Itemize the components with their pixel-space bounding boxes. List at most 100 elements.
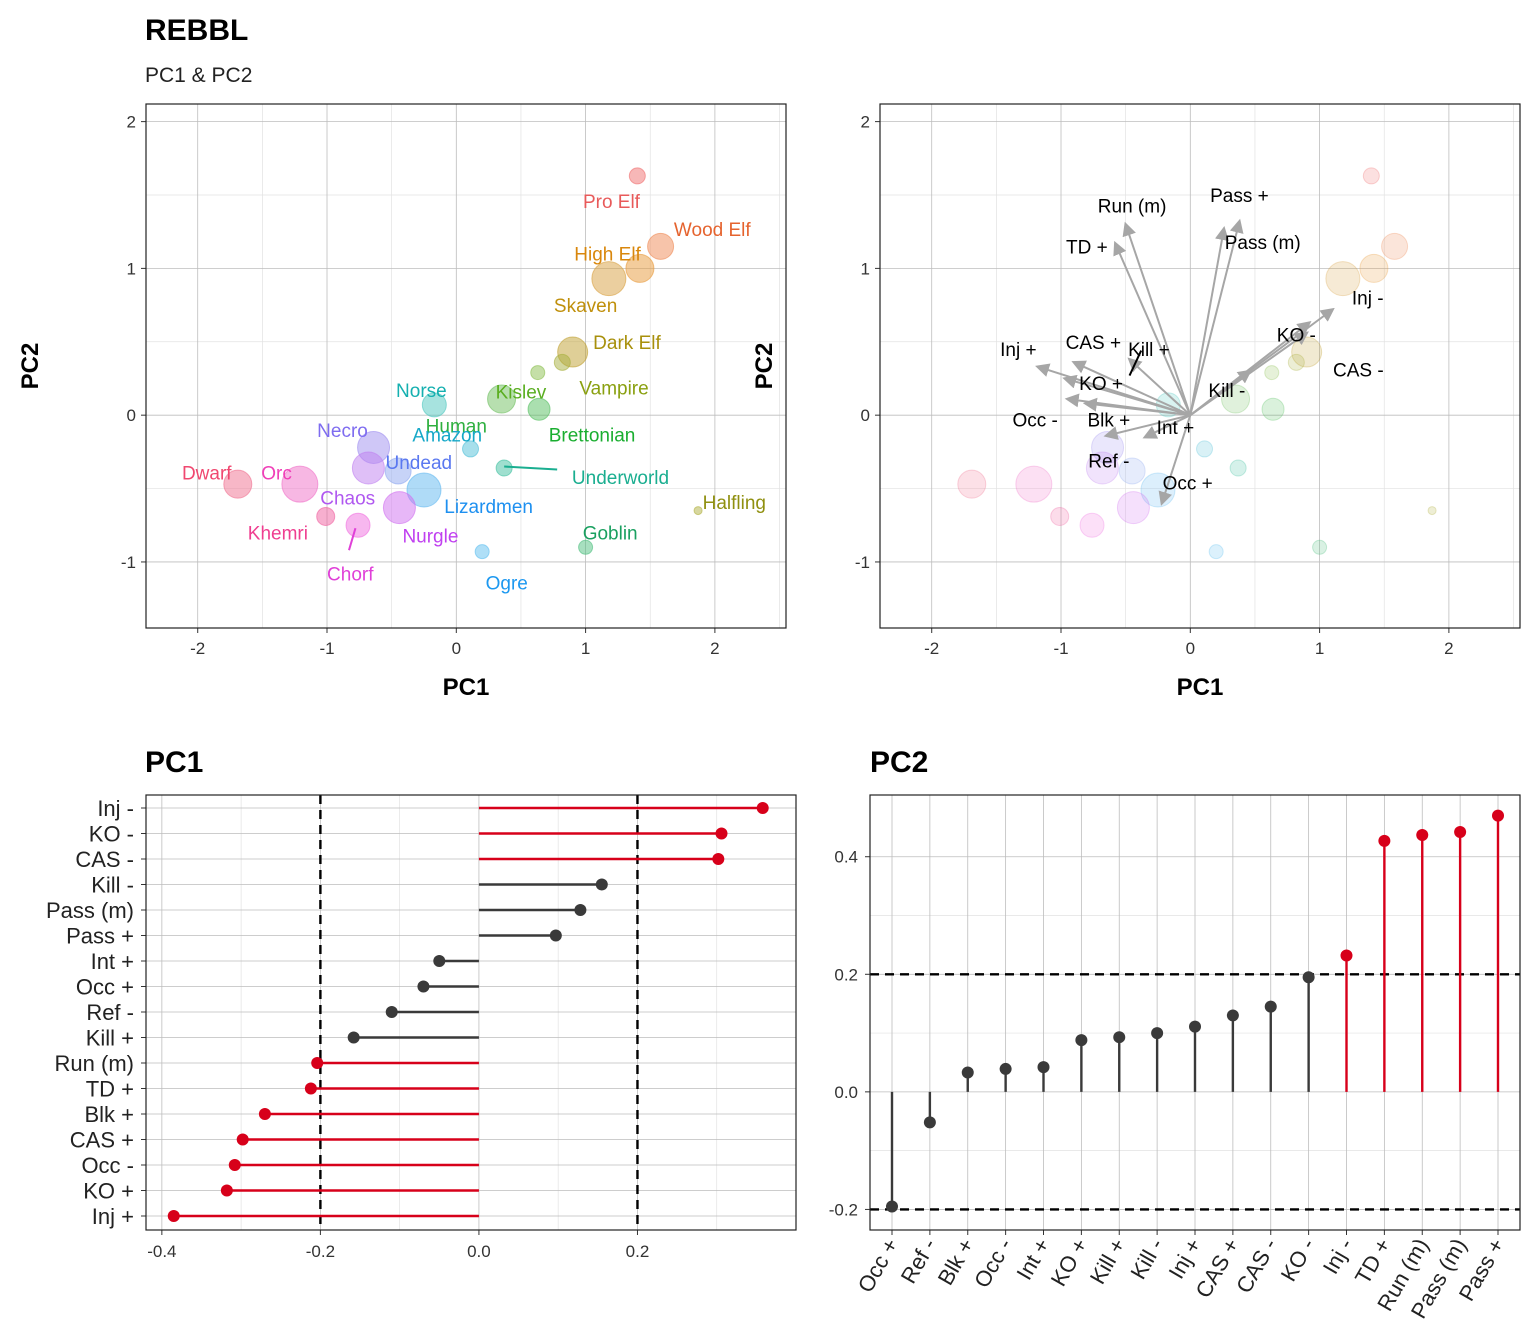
label-nurgle: Nurgle (402, 527, 458, 548)
point-chaos (351, 451, 385, 485)
p2-y-tick-label: 2 (861, 113, 870, 132)
pc1-dot-blk (258, 1108, 271, 1120)
vector-kill (1189, 369, 1253, 416)
point-skaven (591, 261, 627, 297)
pc2-y-tick-label: 0.4 (834, 848, 858, 867)
pc1-y-tick-label: KO + (83, 1179, 134, 1204)
pc2-dot-kill (1113, 1031, 1126, 1044)
point-high-elf (625, 253, 655, 283)
pc2-dot-run-m (1416, 828, 1429, 841)
pc2-dot-inj (1189, 1020, 1201, 1033)
faded-point-underworld (1229, 459, 1247, 477)
pc1-dot-ko (220, 1184, 233, 1197)
pc1-dot-occ (417, 980, 430, 993)
pc2-x-tick-label: Kill - (1125, 1234, 1168, 1284)
p1-x-tick-label: 2 (710, 639, 719, 658)
faded-point-khemri (1050, 506, 1070, 526)
pc2-y-tick-label: 0.2 (834, 965, 858, 984)
label-high-elf: High Elf (574, 245, 641, 266)
pc2-x-tick-label: KO + (1046, 1234, 1093, 1290)
vector-pass (1189, 218, 1244, 416)
pc1-x-tick-label: 0.0 (467, 1242, 491, 1261)
pc1-dot-run-m (311, 1057, 324, 1069)
vector-pass-m (1189, 226, 1229, 416)
pc1-x-tick-label: 0.2 (626, 1242, 650, 1261)
vector-label-ko: KO - (1277, 325, 1316, 346)
point-goblin (578, 539, 594, 555)
faded-point-brettonian (1261, 397, 1285, 421)
label-ogre: Ogre (486, 573, 528, 594)
scores-plot: -2 -1 0 1 2 -1 0 1 2 PC1 PC2 Pro Elf Wood Elf High El… (17, 103, 787, 701)
pc2-x-tick-label: Occ + (853, 1234, 904, 1297)
pc2-dot-cas (1226, 1009, 1239, 1022)
faded-point-skaven (1325, 261, 1361, 297)
label-chorf: Chorf (327, 565, 374, 586)
faded-point-kislev (1264, 365, 1280, 381)
vector-label-cas: CAS - (1333, 361, 1384, 382)
p1-x-tick-label: -2 (190, 639, 205, 658)
vector-run-m (1122, 221, 1192, 416)
p1-x-tick-label: 1 (581, 639, 590, 658)
vector-label-int: Int + (1157, 418, 1195, 439)
pc1-dot-ref (385, 1006, 398, 1018)
pc2-panel-title: PC2 (870, 746, 928, 779)
faded-point-chorf (1079, 512, 1105, 538)
pc1-dot-kill (347, 1031, 360, 1044)
pc1-dot-pass-m (574, 904, 587, 916)
pc1-y-tick-label: Inj + (92, 1204, 134, 1229)
pc2-dot-ref (923, 1116, 936, 1129)
vector-label-kill: Kill - (1208, 381, 1245, 402)
pc2-dot-ko (1302, 971, 1315, 984)
pc1-dot-kill (595, 878, 608, 891)
pc1-y-tick-label: KO - (89, 822, 134, 847)
p2-x-tick-label: 0 (1186, 639, 1195, 658)
p2-y-tick-label: 1 (861, 259, 870, 278)
label-norse: Norse (396, 381, 447, 402)
vector-cas (1071, 360, 1191, 417)
pc2-y-tick-label: -0.2 (829, 1200, 858, 1219)
label-orc: Orc (261, 463, 292, 484)
pc2-dot-occ (886, 1200, 898, 1213)
vector-label-blk: Blk + (1087, 411, 1130, 432)
p2-y-tick-label: 0 (861, 406, 870, 425)
faded-point-amazon (1196, 440, 1214, 458)
pc1-y-tick-label: Run (m) (55, 1051, 134, 1076)
label-chaos: Chaos (320, 488, 375, 509)
pc2-x-tick-label: KO - (1276, 1234, 1320, 1286)
p2-y-axis-label: PC2 (751, 343, 778, 390)
pc1-y-tick-label: CAS + (70, 1128, 134, 1153)
vector-blk (1082, 397, 1191, 417)
pc1-y-tick-label: CAS - (75, 847, 134, 872)
leader-line-chorf (348, 527, 357, 551)
point-norse (421, 392, 447, 418)
vector-kill (1127, 357, 1191, 416)
pc2-y-tick-label: 0.0 (834, 1083, 858, 1102)
figure-subtitle: PC1 & PC2 (145, 64, 252, 87)
p2-x-tick-label: 2 (1444, 639, 1453, 658)
pc1-dot-inj (167, 1210, 180, 1222)
pc1-y-tick-label: Pass + (66, 924, 134, 949)
vector-label-ko: KO + (1079, 374, 1123, 395)
label-undead: Undead (386, 453, 453, 474)
vector-ref (1103, 414, 1191, 440)
faded-point-undead (1118, 457, 1146, 485)
pc1-dot-int (433, 955, 446, 967)
point-nurgle (382, 491, 416, 525)
point-kislev (530, 365, 546, 381)
pc1-dot-occ (228, 1159, 241, 1171)
vector-ko (1062, 374, 1191, 417)
pc1-y-tick-label: Pass (m) (46, 898, 134, 923)
pc1-dot-td (304, 1082, 317, 1095)
point-brettonian (527, 397, 551, 421)
pc1-dot-ko (715, 827, 728, 840)
p1-x-axis-label: PC1 (443, 674, 490, 701)
point-human (487, 384, 517, 414)
label-amazon: Amazon (412, 425, 482, 446)
point-underworld (495, 459, 513, 477)
pc1-y-tick-label: Kill + (86, 1026, 134, 1051)
point-wood-elf (647, 232, 675, 260)
label-necro: Necro (317, 421, 368, 442)
pc1-x-tick-label: -0.4 (147, 1242, 176, 1261)
